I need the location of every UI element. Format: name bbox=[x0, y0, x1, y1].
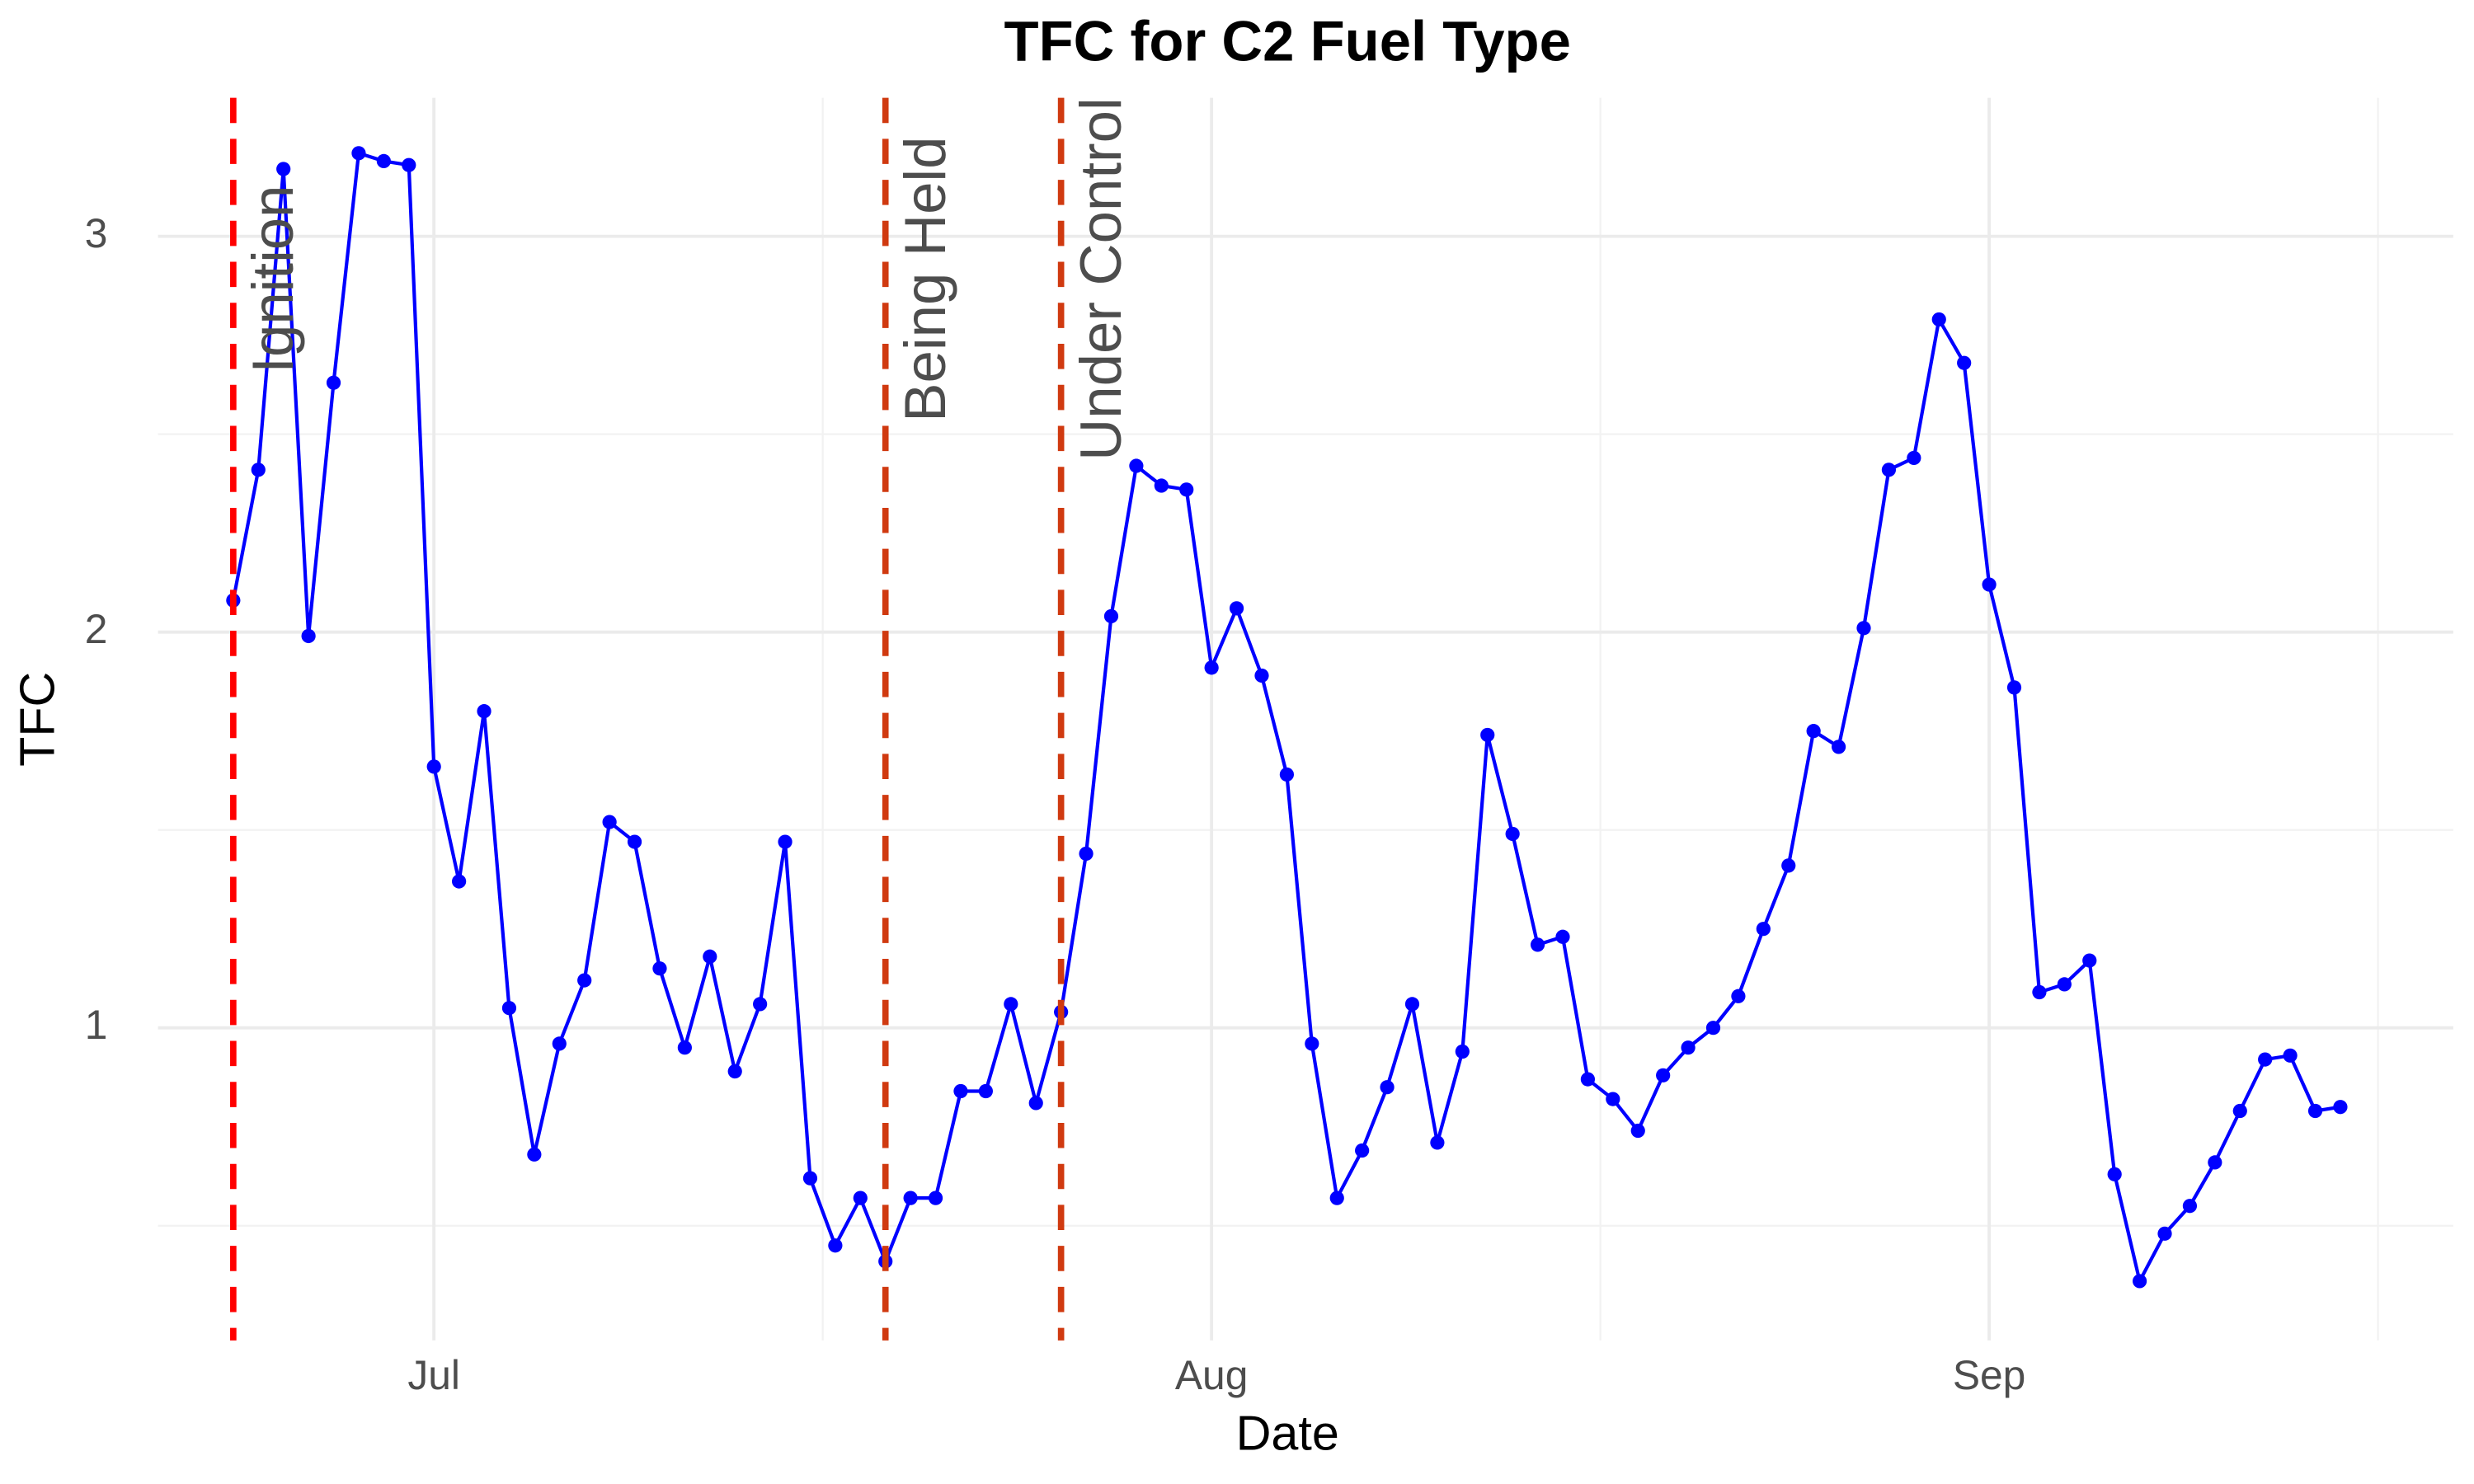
point bbox=[2006, 680, 2022, 695]
point bbox=[1731, 989, 1746, 1003]
point bbox=[1380, 1080, 1395, 1095]
chart-title: TFC for C2 Fuel Type bbox=[1004, 10, 1571, 73]
point bbox=[1204, 660, 1219, 675]
point bbox=[2082, 953, 2097, 968]
point bbox=[703, 949, 717, 964]
point bbox=[426, 759, 441, 774]
point bbox=[1630, 1123, 1645, 1139]
point bbox=[1079, 846, 1094, 862]
y-tick-label: 3 bbox=[85, 210, 108, 256]
point bbox=[1505, 826, 1520, 842]
y-tick-label: 1 bbox=[85, 1002, 108, 1048]
point bbox=[376, 153, 391, 169]
point bbox=[1305, 1036, 1319, 1051]
point bbox=[2157, 1226, 2172, 1241]
point bbox=[2107, 1167, 2122, 1181]
point bbox=[501, 1001, 517, 1016]
point bbox=[577, 973, 592, 988]
point bbox=[677, 1040, 692, 1055]
point bbox=[402, 157, 416, 172]
point bbox=[2208, 1155, 2222, 1170]
point bbox=[928, 1190, 943, 1205]
point bbox=[1179, 482, 1194, 497]
point bbox=[2132, 1274, 2147, 1289]
point bbox=[1129, 458, 1144, 473]
event-label: Under Control bbox=[1068, 97, 1133, 461]
point bbox=[1656, 1068, 1671, 1082]
point bbox=[1806, 724, 1821, 739]
point bbox=[1028, 1096, 1043, 1111]
point bbox=[903, 1190, 918, 1205]
point bbox=[853, 1190, 868, 1205]
point bbox=[1355, 1143, 1370, 1158]
x-tick-label: Sep bbox=[1953, 1352, 2025, 1398]
x-axis-title: Date bbox=[1236, 1405, 1339, 1460]
point bbox=[1103, 608, 1119, 624]
point bbox=[1430, 1135, 1445, 1150]
point bbox=[1907, 450, 1921, 466]
point bbox=[978, 1083, 993, 1099]
point bbox=[452, 874, 467, 889]
point bbox=[1931, 312, 1946, 327]
point bbox=[2232, 1103, 2247, 1119]
point bbox=[1480, 727, 1495, 743]
point bbox=[301, 628, 316, 644]
point bbox=[326, 375, 341, 390]
point bbox=[2307, 1103, 2323, 1119]
event-label: Ignition bbox=[240, 185, 305, 373]
point bbox=[2057, 977, 2072, 992]
point bbox=[627, 834, 642, 849]
point bbox=[2283, 1048, 2298, 1063]
point bbox=[1982, 577, 1997, 592]
point bbox=[602, 815, 617, 829]
point bbox=[1681, 1040, 1696, 1055]
point bbox=[2258, 1052, 2273, 1067]
point bbox=[1154, 478, 1169, 493]
point bbox=[2032, 984, 2047, 1000]
point bbox=[727, 1064, 742, 1079]
point bbox=[1530, 937, 1545, 952]
y-axis-title: TFC bbox=[10, 672, 65, 767]
point bbox=[2333, 1100, 2348, 1115]
point bbox=[552, 1036, 567, 1051]
point bbox=[953, 1083, 968, 1099]
point bbox=[351, 146, 366, 161]
point bbox=[1831, 740, 1846, 754]
point bbox=[1606, 1092, 1620, 1106]
point bbox=[1781, 858, 1796, 873]
point bbox=[2182, 1199, 2198, 1214]
point bbox=[251, 463, 266, 477]
x-tick-label: Aug bbox=[1175, 1352, 1248, 1398]
point bbox=[527, 1147, 542, 1162]
point bbox=[1555, 929, 1570, 944]
point bbox=[1329, 1190, 1344, 1205]
point bbox=[1004, 997, 1018, 1012]
point bbox=[1404, 997, 1420, 1012]
point bbox=[1756, 922, 1771, 937]
point bbox=[1881, 463, 1897, 477]
point bbox=[828, 1238, 843, 1253]
point bbox=[276, 162, 291, 176]
x-tick-label: Jul bbox=[407, 1352, 460, 1398]
point bbox=[1229, 601, 1244, 616]
point bbox=[1254, 668, 1269, 683]
point bbox=[1856, 621, 1871, 636]
point bbox=[778, 834, 793, 849]
point bbox=[1957, 355, 1972, 370]
y-tick-label: 2 bbox=[85, 606, 108, 652]
point bbox=[753, 997, 768, 1012]
point bbox=[652, 961, 667, 976]
point bbox=[1705, 1021, 1721, 1036]
event-label: Being Held bbox=[892, 136, 957, 421]
point bbox=[1279, 767, 1295, 782]
point bbox=[802, 1171, 818, 1186]
point bbox=[477, 704, 492, 719]
point bbox=[1580, 1072, 1596, 1087]
point bbox=[1455, 1044, 1470, 1059]
